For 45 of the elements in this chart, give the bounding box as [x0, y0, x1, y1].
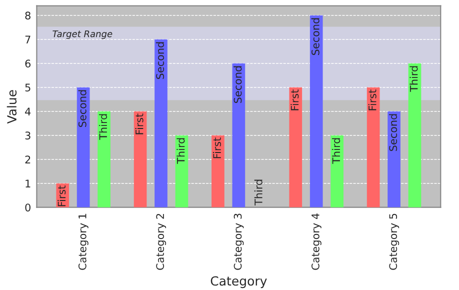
bar [134, 111, 147, 208]
y-tick-label: 2 [25, 156, 30, 164]
x-tick-label: Category 2 [156, 214, 166, 270]
x-tick-label: Category 4 [312, 213, 322, 270]
bar [289, 87, 302, 208]
x-axis-title: Category [210, 276, 267, 288]
bar [175, 135, 188, 208]
text: Second [156, 42, 164, 79]
y-tick-label: 8 [25, 12, 30, 20]
bar [408, 63, 422, 208]
text: Third [332, 138, 340, 164]
bar [212, 135, 224, 208]
text: Second [234, 66, 242, 103]
bar [232, 63, 246, 208]
x-tick-label: Category 1 [78, 214, 88, 270]
text: Third [176, 138, 185, 164]
text: First [290, 90, 299, 110]
text: Second [311, 18, 320, 55]
text: First [212, 138, 221, 158]
y-tick-label: 7 [25, 36, 30, 44]
bar [388, 111, 400, 208]
bar [98, 111, 110, 208]
y-tick-label: 0 [25, 204, 30, 212]
series-label: Third [99, 114, 108, 140]
text: Second [388, 114, 398, 151]
bar [154, 39, 168, 208]
series-label: Second [78, 90, 86, 127]
bar [366, 87, 380, 208]
series-label: First [58, 186, 66, 206]
bar [330, 135, 344, 208]
y-tick-label: 5 [25, 84, 30, 92]
bar [310, 15, 323, 208]
text: Third [410, 66, 418, 92]
y-tick-label: 3 [25, 132, 30, 140]
bar [76, 87, 90, 208]
text: First [368, 90, 376, 110]
x-tick-label: Category 3 [234, 214, 244, 270]
y-tick-label: 4 [25, 108, 31, 116]
y-tick-label: 6 [25, 60, 31, 68]
y-tick-label: 1 [26, 180, 30, 188]
text: Third [254, 180, 262, 206]
y-axis-title: Value [6, 90, 17, 124]
band-label: Target Range [52, 30, 112, 39]
x-tick-label: Category 5 [389, 214, 400, 270]
text: First [135, 114, 144, 134]
